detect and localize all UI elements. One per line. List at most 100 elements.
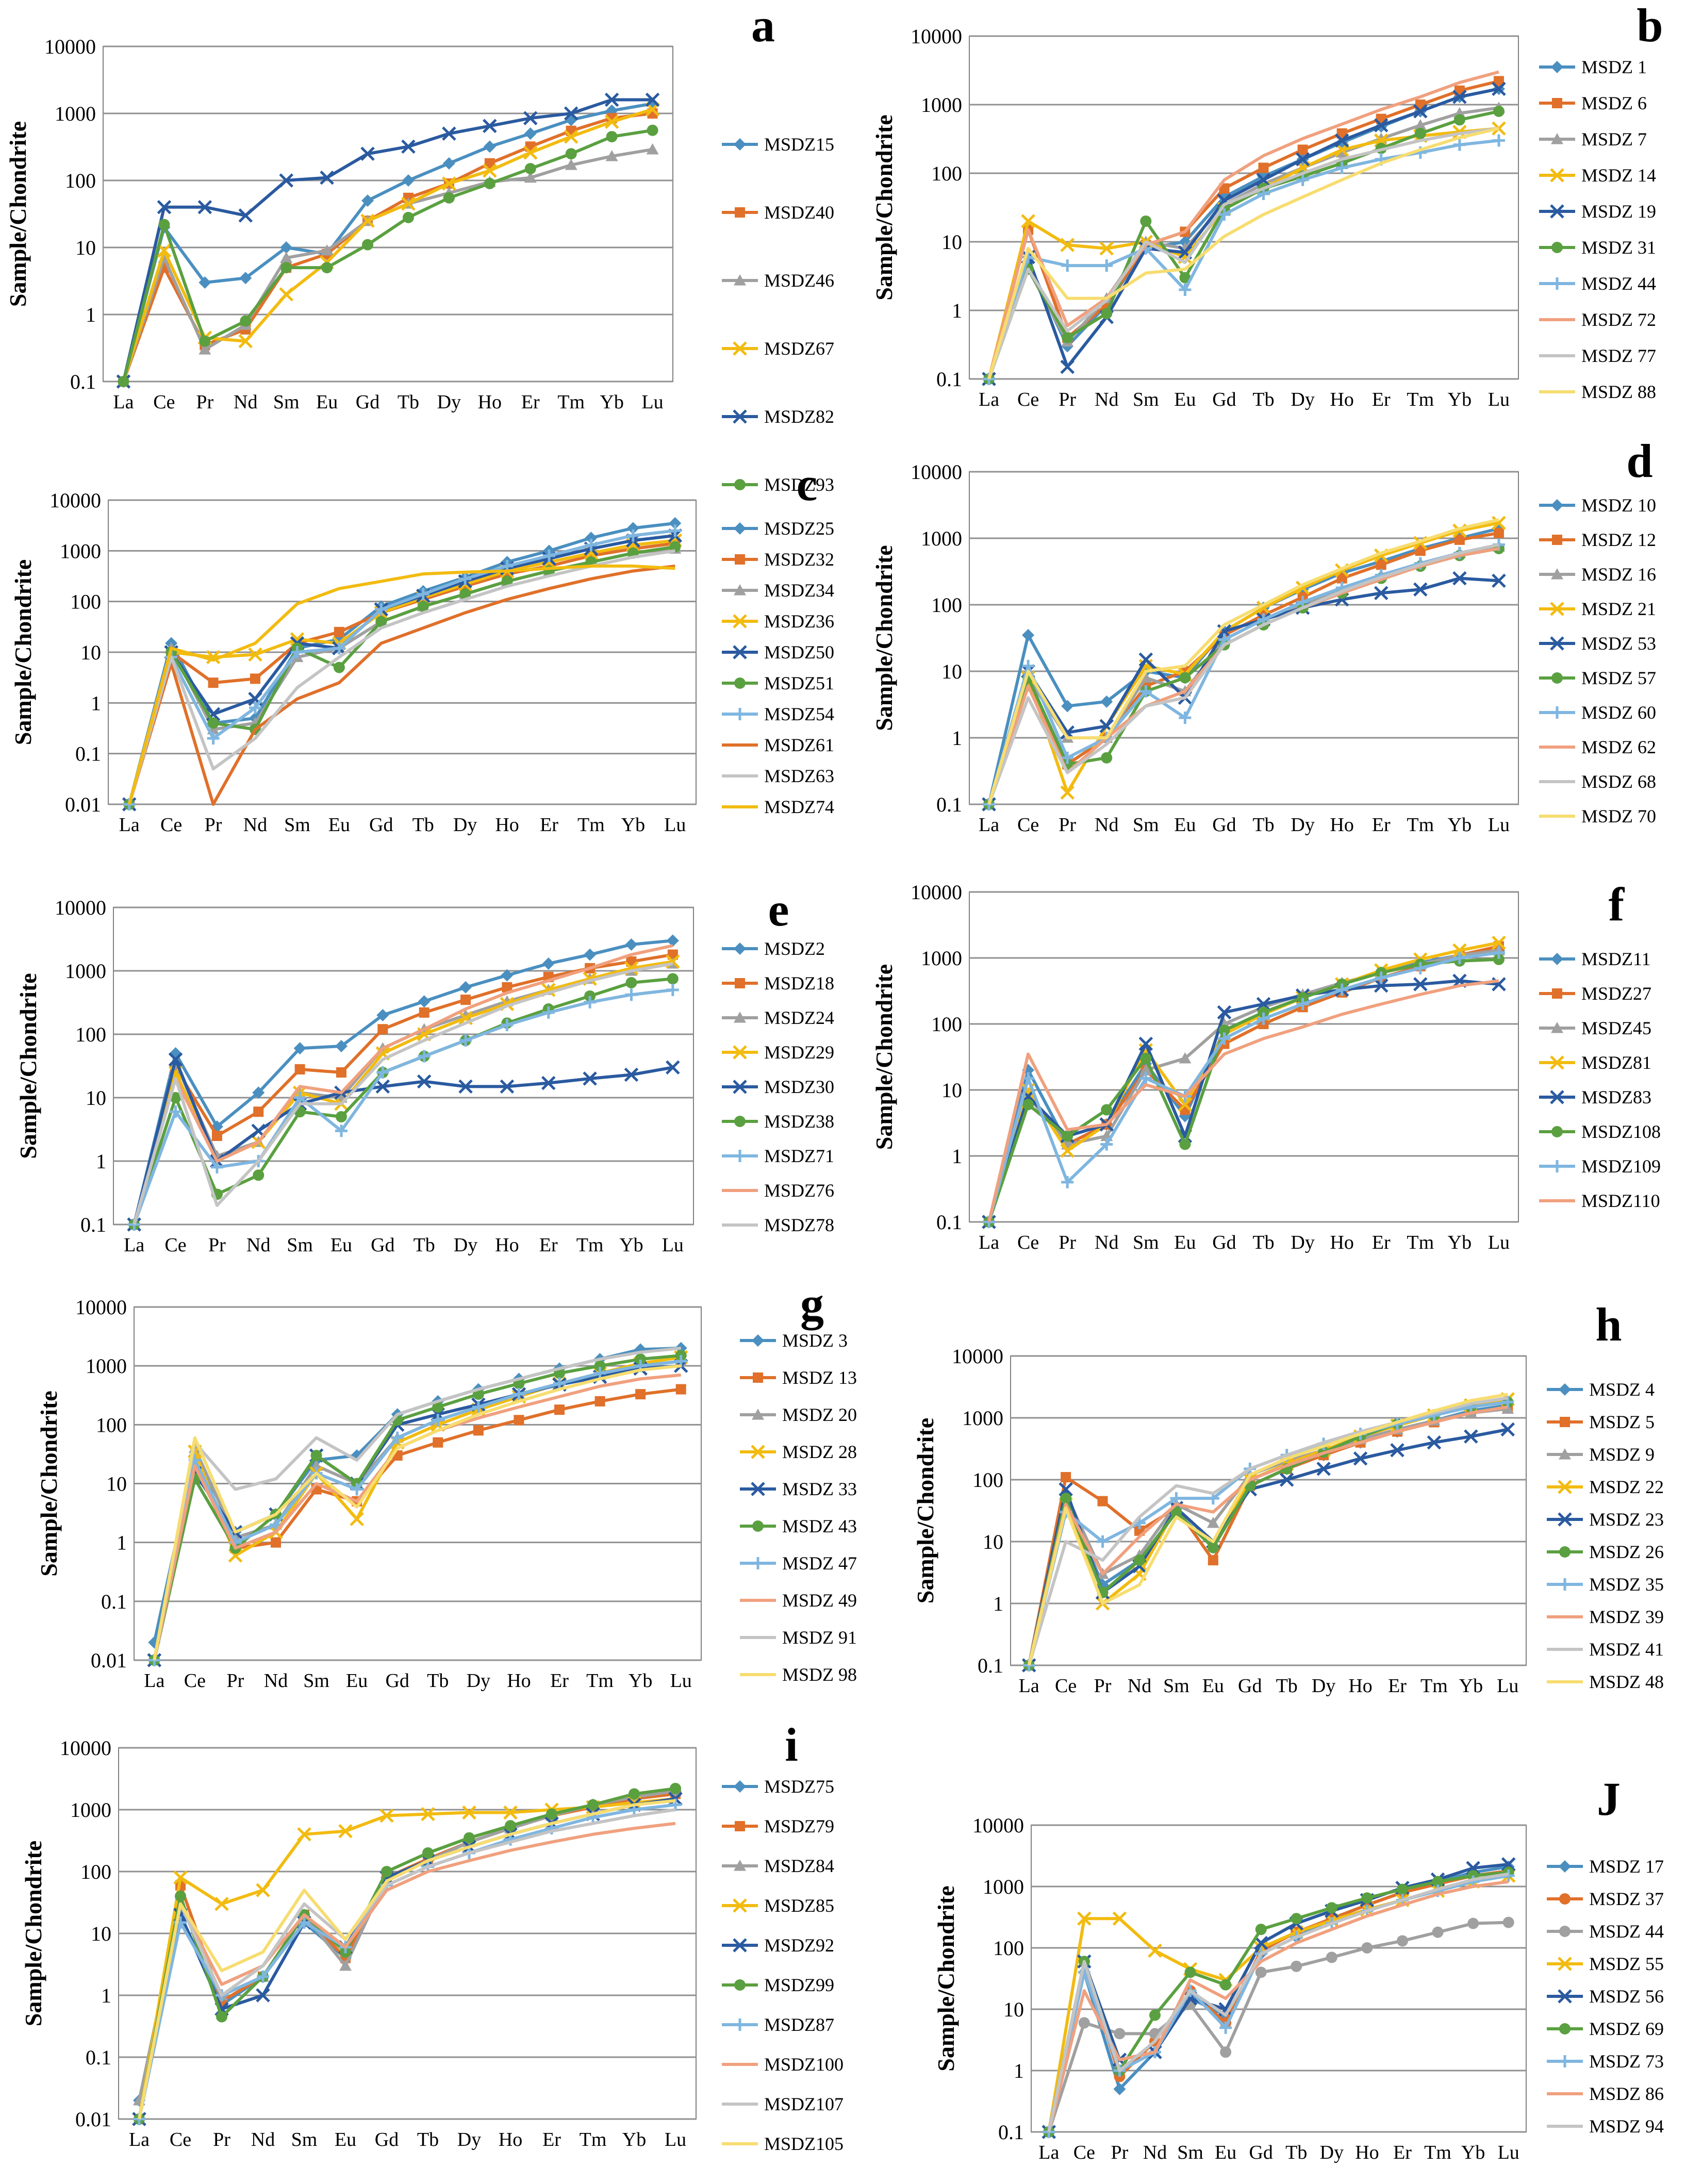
legend-marker <box>1551 1022 1563 1033</box>
legend-marker <box>733 614 747 628</box>
legend-item: MSDZ 91 <box>740 1627 857 1648</box>
data-point <box>1353 1451 1368 1466</box>
series-line <box>987 87 1499 379</box>
data-point <box>1453 138 1466 151</box>
data-point <box>1414 119 1427 130</box>
y-tick-label: 0.01 <box>65 793 101 816</box>
legend-item: MSDZ 68 <box>1539 771 1656 792</box>
legend-item: MSDZ45 <box>1539 1018 1651 1038</box>
legend-item: MSDZ87 <box>722 2014 834 2035</box>
data-point <box>472 1400 485 1413</box>
data-point <box>248 647 262 662</box>
y-tick-label: 100 <box>931 593 962 617</box>
y-tick-label: 100 <box>65 169 96 192</box>
chart-panel-f: 0.1 1 10 100 1000 10000 La Ce Pr Nd Sm Eu Gd Tb Dy Ho Er… <box>871 878 1661 1253</box>
legend-marker <box>1558 1989 1572 2004</box>
data-point <box>484 158 495 169</box>
data-point <box>473 1425 484 1436</box>
x-tick-label: Tm <box>1407 814 1434 836</box>
legend-label: MSDZ 72 <box>1581 309 1656 330</box>
series-line <box>987 951 1499 1222</box>
x-tick-label: Ce <box>184 1670 206 1692</box>
data-point <box>1492 81 1506 96</box>
legend-marker <box>735 1821 745 1831</box>
y-tick-label: 1 <box>952 299 962 322</box>
data-point <box>1295 152 1310 167</box>
data-point <box>402 174 415 187</box>
data-point <box>1220 1979 1232 1991</box>
legend-marker <box>733 1080 747 1094</box>
series-line <box>127 529 675 805</box>
legend-label: MSDZ 28 <box>782 1442 857 1462</box>
data-point <box>253 1106 264 1117</box>
y-axis-title: Sample/Chondrite <box>36 1391 62 1576</box>
data-point <box>1453 114 1465 126</box>
data-point <box>433 1437 443 1448</box>
legend-label: MSDZ 7 <box>1581 129 1647 150</box>
y-tick-label: 1000 <box>921 527 962 550</box>
data-point <box>1375 971 1387 984</box>
legend-label: MSDZ 23 <box>1589 1509 1664 1530</box>
legend-marker <box>1550 204 1564 219</box>
legend-label: MSDZ 35 <box>1589 1574 1664 1595</box>
series-line <box>122 128 653 382</box>
legend-item: MSDZ 44 <box>1547 1921 1664 1942</box>
y-axis-title: Sample/Chondrite <box>15 973 41 1159</box>
series-line <box>987 518 1499 805</box>
legend-label: MSDZ 47 <box>782 1553 857 1574</box>
x-tick-label: Tm <box>586 1670 614 1692</box>
data-point <box>173 1870 188 1885</box>
x-tick-label: Pr <box>227 1670 244 1692</box>
data-point <box>339 1959 352 1971</box>
data-point <box>249 701 261 714</box>
data-point <box>483 140 496 153</box>
legend: MSDZ25 MSDZ32 MSDZ34 MSDZ36 MSDZ50 MSDZ51 MSDZ… <box>722 518 834 817</box>
data-point <box>1326 1902 1337 1914</box>
legend-marker <box>1551 133 1563 144</box>
data-point <box>1413 582 1428 597</box>
x-tick-label: Ce <box>160 814 182 836</box>
legend: MSDZ2 MSDZ18 MSDZ24 MSDZ29 MSDZ30 MSDZ38 MSDZ7… <box>722 938 834 1235</box>
x-tick-label: Tm <box>1407 1232 1434 1253</box>
x-tick-label: Pr <box>1094 1675 1112 1697</box>
x-tick-label: Sm <box>287 1234 313 1256</box>
y-tick-label: 10 <box>75 236 96 259</box>
data-point <box>168 1052 183 1067</box>
legend-item: MSDZ 53 <box>1539 633 1656 654</box>
series-msdz41 <box>1027 1396 1508 1666</box>
chart-panel-b: 0.1 1 10 100 1000 10000 La Ce Pr Nd Sm Eu Gd Tb Dy Ho Er… <box>871 0 1663 410</box>
x-tick-label: Eu <box>335 2129 356 2150</box>
x-tick-label: Lu <box>664 814 686 836</box>
data-point <box>1390 1443 1404 1458</box>
x-tick-label: Gd <box>1249 2142 1272 2163</box>
data-point <box>239 272 252 285</box>
data-point <box>381 1866 392 1877</box>
panel-label: d <box>1626 435 1652 487</box>
x-tick-label: Er <box>1393 2142 1412 2163</box>
data-point <box>208 677 219 688</box>
legend-label: MSDZ15 <box>764 134 834 155</box>
data-point <box>513 1388 525 1401</box>
legend-label: MSDZ 57 <box>1581 668 1656 688</box>
data-point <box>1336 128 1347 139</box>
legend-label: MSDZ 44 <box>1589 1921 1664 1942</box>
x-tick-label: Ce <box>164 1234 186 1256</box>
legend-marker <box>1551 61 1563 73</box>
legend-item: MSDZ 44 <box>1539 273 1656 294</box>
x-tick-label: La <box>979 1232 999 1253</box>
legend-label: MSDZ24 <box>764 1007 834 1028</box>
legend-marker <box>751 1482 765 1496</box>
legend-item: MSDZ 39 <box>1547 1607 1664 1627</box>
x-tick-label: Ce <box>1017 389 1039 410</box>
data-point <box>238 208 253 223</box>
data-point <box>350 1512 364 1527</box>
legend-marker <box>1558 1480 1572 1494</box>
x-tick-label: Nd <box>251 2129 275 2150</box>
data-point <box>375 616 387 627</box>
data-point <box>524 163 536 175</box>
x-tick-label: La <box>1019 1675 1039 1697</box>
y-tick-label: 10 <box>86 1086 106 1110</box>
legend-label: MSDZ84 <box>764 1856 834 1876</box>
x-tick-label: Nd <box>243 814 267 836</box>
